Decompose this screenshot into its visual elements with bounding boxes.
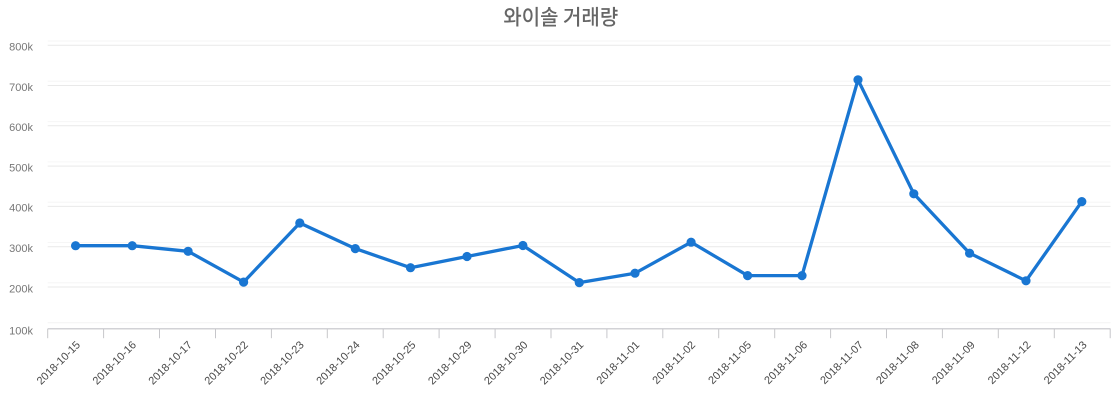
svg-text:500k: 500k <box>9 162 33 174</box>
svg-text:200k: 200k <box>9 283 33 295</box>
svg-text:400k: 400k <box>9 203 33 215</box>
svg-text:800k: 800k <box>9 42 33 54</box>
svg-text:300k: 300k <box>9 243 33 255</box>
svg-text:100k: 100k <box>9 326 33 338</box>
svg-text:600k: 600k <box>9 122 33 134</box>
svg-text:700k: 700k <box>9 82 33 94</box>
